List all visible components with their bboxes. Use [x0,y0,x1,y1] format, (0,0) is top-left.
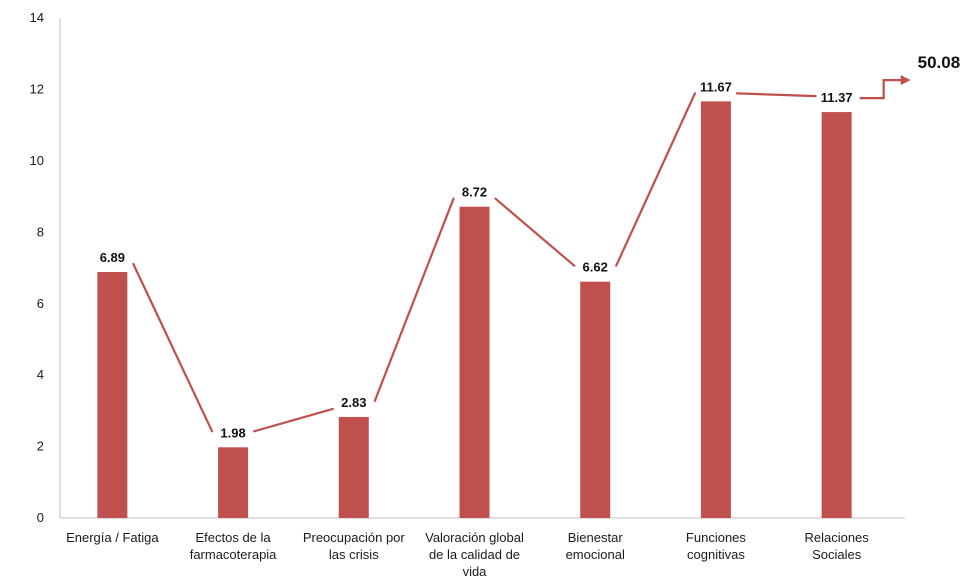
y-tick-label: 14 [30,10,44,25]
trend-line-segment [373,197,455,403]
trend-line-segment [494,197,576,267]
x-category-label: Funciones cognitivas [686,530,746,562]
y-axis: 0 2 4 6 8 10 12 14 [30,10,61,525]
data-label: 2.83 [341,395,366,410]
data-label: 11.67 [700,79,732,94]
bar [700,101,731,519]
y-tick-label: 0 [37,510,44,525]
y-tick-label: 2 [37,439,44,454]
total-annotation-group: 50.08 [859,53,961,100]
bars [97,101,852,519]
trend-line-segment [132,262,214,433]
y-tick-label: 6 [37,296,44,311]
trend-line-segment [615,92,697,267]
x-category-label: Preocupación por las crisis [303,530,406,562]
bar [580,281,611,518]
trend-line-segments [132,92,817,433]
bar [459,206,490,519]
data-labels: 6.89 1.98 2.83 8.72 6.62 11.67 11.37 [100,79,853,440]
bar [821,112,852,518]
y-tick-label: 12 [30,82,44,97]
x-category-label: Bienestar emocional [566,530,625,562]
data-label: 6.89 [100,250,125,265]
x-category-label: Valoración global de la calidad de vida [425,530,524,579]
x-category-label: Relaciones Sociales [804,530,869,562]
trend-line-segment [735,92,817,98]
y-tick-label: 10 [30,153,44,168]
category-labels: Energía / Fatiga Efectos de la farmacotera… [66,530,869,579]
trend-line-segment [252,407,334,433]
x-category-label: Efectos de la farmacoterapia [190,530,277,562]
bar [97,272,128,518]
y-tick-label: 8 [37,224,44,239]
y-tick-label: 4 [37,367,44,382]
x-category-label: Energía / Fatiga [66,530,159,545]
total-arrow [859,75,911,100]
data-label: 1.98 [220,425,245,440]
data-label: 6.62 [583,260,608,275]
total-value-label: 50.08 [918,53,961,72]
bar [338,416,369,518]
data-label: 11.37 [821,90,853,105]
bar [218,447,249,518]
data-label: 8.72 [462,185,487,200]
